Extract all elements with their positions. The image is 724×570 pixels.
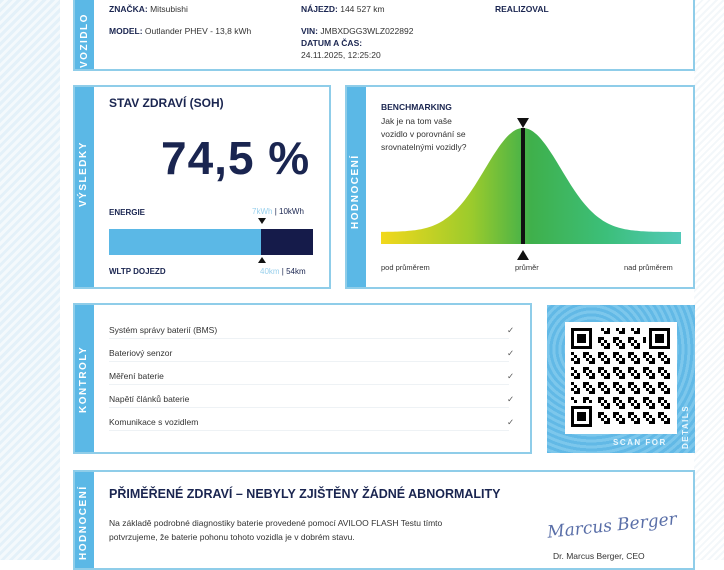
control-label: Napětí článků baterie bbox=[109, 394, 190, 404]
performed-by-label: REALIZOVAL bbox=[495, 4, 549, 14]
brand-value: Mitsubishi bbox=[150, 4, 188, 14]
marker-down-icon bbox=[517, 118, 529, 128]
average-line bbox=[521, 128, 525, 244]
control-item: Systém správy baterií (BMS) ✓ bbox=[109, 325, 514, 339]
section-tab-label: KONTROLY bbox=[78, 345, 89, 413]
range-current: 40km bbox=[260, 267, 280, 276]
energy-total: | 10kWh bbox=[274, 207, 304, 216]
signer-name: Dr. Marcus Berger, CEO bbox=[553, 551, 645, 561]
soh-bar bbox=[109, 229, 313, 255]
benchmark-question: Jak je na tom vaše vozidlo v porovnání se… bbox=[381, 115, 467, 154]
control-label: Měření baterie bbox=[109, 371, 164, 381]
section-tab-label: VÝSLEDKY bbox=[78, 141, 89, 207]
datetime-label-text: DATUM A ČAS: bbox=[301, 38, 363, 48]
benchmark-section: HODNOCENÍ BENCHMARKING Jak je na tom vaš… bbox=[345, 85, 695, 289]
controls-section: KONTROLY Systém správy baterií (BMS) ✓ B… bbox=[73, 303, 532, 454]
control-label: Systém správy baterií (BMS) bbox=[109, 325, 218, 335]
range-total: | 54km bbox=[281, 267, 306, 276]
check-icon: ✓ bbox=[507, 348, 515, 358]
distribution-curve bbox=[381, 128, 681, 244]
control-item: Napětí článků baterie ✓ bbox=[109, 394, 514, 408]
model: MODEL: Outlander PHEV - 13,8 kWh bbox=[109, 26, 251, 36]
range-label: WLTP DOJEZD bbox=[109, 267, 166, 276]
check-icon: ✓ bbox=[507, 325, 515, 335]
below-average-label: pod průměrem bbox=[381, 263, 430, 272]
vehicle-section: VOZIDLO ZNAČKA: Mitsubishi MODEL: Outlan… bbox=[73, 0, 695, 71]
performed-by: REALIZOVAL bbox=[495, 4, 549, 14]
benchmark-title: BENCHMARKING bbox=[381, 102, 452, 112]
verdict-text: Na základě podrobné diagnostiky baterie … bbox=[109, 518, 443, 528]
marker-down-icon bbox=[258, 218, 266, 224]
check-icon: ✓ bbox=[507, 394, 515, 404]
scan-label: SCAN FOR bbox=[613, 438, 667, 447]
soh-value: 74,5 % bbox=[161, 132, 311, 184]
benchmark-chart bbox=[381, 118, 681, 260]
marker-up-icon bbox=[258, 257, 266, 263]
details-label: DETAILS bbox=[681, 404, 690, 449]
section-tab: HODNOCENÍ bbox=[347, 87, 366, 287]
control-item: Komunikace s vozidlem ✓ bbox=[109, 417, 514, 431]
datetime-label: DATUM A ČAS: bbox=[301, 38, 362, 48]
verdict-section: HODNOCENÍ PŘIMĚŘENÉ ZDRAVÍ – NEBYLY ZJIŠ… bbox=[73, 470, 695, 570]
question-line: srovnatelnými vozidly? bbox=[381, 142, 467, 152]
energy-label: ENERGIE bbox=[109, 208, 146, 217]
soh-bar-fill bbox=[109, 229, 261, 255]
verdict-title: PŘIMĚŘENÉ ZDRAVÍ – NEBYLY ZJIŠTĚNY ŽÁDNÉ… bbox=[109, 487, 501, 501]
mileage: NÁJEZD: 144 527 km bbox=[301, 4, 385, 14]
energy-current: 7kWh bbox=[252, 207, 273, 216]
vin: VIN: JMBXDGG3WLZ022892 bbox=[301, 26, 413, 36]
control-item: Měření baterie ✓ bbox=[109, 371, 514, 385]
model-value: Outlander PHEV - 13,8 kWh bbox=[144, 26, 252, 36]
background-pattern bbox=[0, 0, 60, 560]
datetime: 24.11.2025, 12:25:20 bbox=[301, 50, 381, 60]
range-values: 40km | 54km bbox=[260, 267, 306, 276]
section-tab: HODNOCENÍ bbox=[75, 472, 94, 568]
section-tab: KONTROLY bbox=[75, 305, 94, 452]
question-line: Jak je na tom vaše bbox=[381, 116, 452, 126]
section-tab: VÝSLEDKY bbox=[75, 87, 94, 287]
background-pattern bbox=[694, 0, 724, 560]
section-tab: VOZIDLO bbox=[75, 0, 94, 69]
brand-label: ZNAČKA: bbox=[109, 4, 148, 14]
qr-code[interactable] bbox=[565, 322, 677, 434]
check-icon: ✓ bbox=[507, 371, 515, 381]
marker-up-icon bbox=[517, 250, 529, 260]
control-label: Komunikace s vozidlem bbox=[109, 417, 199, 427]
mileage-label: NÁJEZD: bbox=[301, 4, 338, 14]
section-tab-label: HODNOCENÍ bbox=[78, 485, 89, 560]
signature: Marcus Berger bbox=[546, 509, 678, 543]
energy-values: 7kWh | 10kWh bbox=[252, 207, 304, 216]
qr-section[interactable]: SCAN FOR DETAILS bbox=[547, 305, 695, 453]
soh-title: STAV ZDRAVÍ (SOH) bbox=[109, 96, 224, 110]
vin-value: JMBXDGG3WLZ022892 bbox=[320, 26, 414, 36]
control-label: Bateriový senzor bbox=[109, 348, 173, 358]
control-item: Bateriový senzor ✓ bbox=[109, 348, 514, 362]
vin-label: VIN: bbox=[301, 26, 318, 36]
above-average-label: nad průměrem bbox=[624, 263, 673, 272]
brand: ZNAČKA: Mitsubishi bbox=[109, 4, 188, 14]
check-icon: ✓ bbox=[507, 417, 515, 427]
model-label: MODEL: bbox=[109, 26, 143, 36]
section-tab-label: VOZIDLO bbox=[79, 13, 90, 68]
results-section: VÝSLEDKY STAV ZDRAVÍ (SOH) 74,5 % ENERGI… bbox=[73, 85, 331, 289]
mileage-value: 144 527 km bbox=[340, 4, 385, 14]
average-label: průměr bbox=[515, 263, 539, 272]
question-line: vozidlo v porovnání se bbox=[381, 129, 466, 139]
verdict-text: potvrzujeme, že baterie pohonu tohoto vo… bbox=[109, 532, 355, 542]
